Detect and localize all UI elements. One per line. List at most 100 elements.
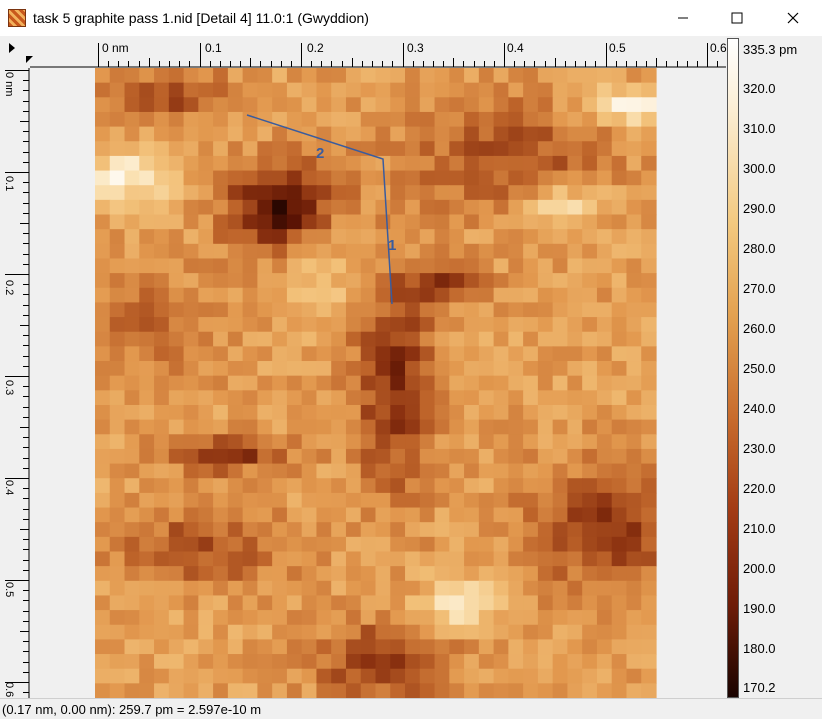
afm-pixel xyxy=(493,331,509,347)
afm-pixel xyxy=(375,331,391,347)
maximize-button[interactable] xyxy=(714,0,760,36)
afm-pixel xyxy=(596,551,613,567)
afm-pixel xyxy=(434,141,450,157)
afm-pixel xyxy=(242,361,258,377)
afm-pixel xyxy=(242,434,258,450)
afm-pixel xyxy=(405,199,421,216)
afm-pixel xyxy=(596,419,613,435)
afm-pixel xyxy=(375,375,391,391)
afm-pixel xyxy=(523,331,539,347)
afm-pixel xyxy=(316,185,332,201)
afm-pixel xyxy=(537,287,554,304)
afm-pixel xyxy=(331,375,347,391)
afm-pixel xyxy=(567,199,583,216)
afm-pixel xyxy=(493,551,509,567)
minimize-icon xyxy=(678,17,688,19)
afm-pixel xyxy=(449,566,465,582)
afm-pixel xyxy=(508,390,524,406)
afm-pixel xyxy=(331,654,347,670)
afm-pixel xyxy=(582,522,598,538)
afm-pixel xyxy=(375,273,391,289)
afm-pixel xyxy=(301,141,318,157)
afm-pixel xyxy=(198,419,214,435)
afm-pixel xyxy=(626,317,642,333)
afm-pixel xyxy=(552,361,569,377)
image-view[interactable]: 1 2 xyxy=(30,68,726,699)
afm-pixel xyxy=(168,68,185,84)
afm-pixel xyxy=(537,82,554,98)
afm-pixel xyxy=(567,302,583,318)
afm-pixel xyxy=(227,258,244,274)
afm-pixel xyxy=(611,478,628,494)
afm-pixel xyxy=(493,287,509,304)
afm-pixel xyxy=(375,507,391,523)
afm-height-map[interactable]: 1 2 xyxy=(30,68,726,699)
afm-pixel xyxy=(272,68,288,84)
afm-pixel xyxy=(154,390,170,406)
afm-pixel xyxy=(449,434,465,450)
minimize-button[interactable] xyxy=(660,0,706,36)
afm-pixel xyxy=(419,448,436,465)
afm-pixel xyxy=(316,361,332,377)
afm-pixel xyxy=(434,258,450,274)
color-scale-label: 210.0 xyxy=(743,521,776,536)
afm-pixel xyxy=(301,390,318,406)
afm-pixel xyxy=(641,243,657,260)
afm-pixel xyxy=(257,185,273,201)
afm-pixel xyxy=(345,595,362,611)
afm-pixel xyxy=(449,155,465,172)
profile-line[interactable] xyxy=(246,114,393,305)
afm-pixel xyxy=(242,683,258,699)
color-scale-label: 190.0 xyxy=(743,601,776,616)
afm-pixel xyxy=(360,126,377,142)
afm-pixel xyxy=(360,229,377,245)
afm-pixel xyxy=(567,97,583,113)
afm-pixel xyxy=(301,287,318,304)
afm-pixel xyxy=(124,214,140,230)
afm-pixel xyxy=(198,522,214,538)
afm-pixel xyxy=(154,111,170,128)
afm-pixel xyxy=(552,522,569,538)
afm-pixel xyxy=(139,185,155,201)
afm-pixel xyxy=(154,361,170,377)
afm-pixel xyxy=(301,654,318,670)
afm-pixel xyxy=(405,82,421,98)
afm-pixel xyxy=(390,141,406,157)
afm-pixel xyxy=(95,551,111,567)
afm-pixel xyxy=(154,317,170,333)
afm-pixel xyxy=(449,243,465,260)
afm-pixel xyxy=(523,97,539,113)
afm-pixel xyxy=(596,273,613,289)
close-button[interactable] xyxy=(770,0,816,36)
afm-pixel xyxy=(567,668,583,684)
afm-pixel xyxy=(449,551,465,567)
afm-pixel xyxy=(390,434,406,450)
afm-pixel xyxy=(124,111,140,128)
afm-pixel xyxy=(390,346,406,362)
afm-pixel xyxy=(109,302,126,318)
ruler-menu-arrow-icon[interactable] xyxy=(9,43,15,53)
afm-pixel xyxy=(154,624,170,640)
afm-pixel xyxy=(419,463,436,479)
afm-pixel xyxy=(493,273,509,289)
afm-pixel xyxy=(567,82,583,98)
afm-pixel xyxy=(139,331,155,347)
afm-pixel xyxy=(464,551,480,567)
afm-pixel xyxy=(139,287,155,304)
vruler-label: 0.2 xyxy=(3,280,15,296)
afm-pixel xyxy=(478,434,495,450)
afm-pixel xyxy=(405,478,421,494)
afm-pixel xyxy=(478,639,495,655)
app-icon[interactable] xyxy=(8,9,26,27)
afm-pixel xyxy=(286,507,303,523)
hruler-label: 0.3 xyxy=(407,41,424,55)
afm-pixel xyxy=(257,287,273,304)
afm-pixel xyxy=(537,580,554,597)
afm-pixel xyxy=(582,317,598,333)
vruler-label: 0.1 xyxy=(3,176,15,192)
afm-pixel xyxy=(375,82,391,98)
afm-pixel xyxy=(139,448,155,465)
afm-pixel xyxy=(390,317,406,333)
afm-pixel xyxy=(641,111,657,128)
afm-pixel xyxy=(523,287,539,304)
